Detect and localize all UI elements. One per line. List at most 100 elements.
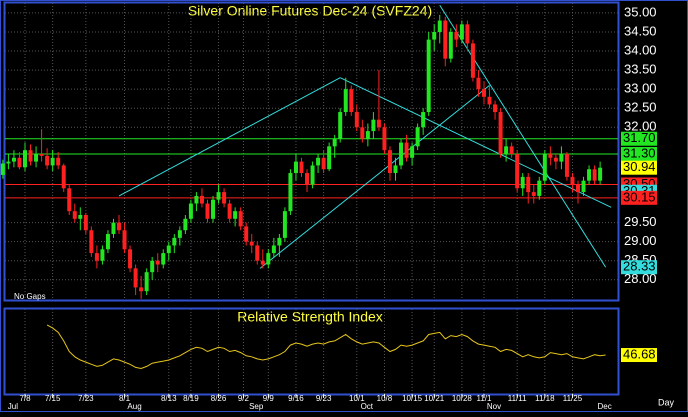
candle-body [34,153,39,162]
candle-body [288,173,293,212]
level-tag [621,190,657,205]
candle-body [531,192,536,196]
candle-body [244,226,249,242]
candle-body [437,20,442,32]
candle-body [100,249,105,261]
candle-body [365,131,370,139]
candle-body [177,230,182,238]
candle-body [553,157,558,162]
x-tick-label: 10/15 [402,394,423,403]
candle-body [222,192,227,204]
month-label: Sep [249,402,264,411]
candle-body [39,153,44,156]
candle-body [504,146,509,154]
candle-body [293,161,298,174]
candle-body [194,195,199,204]
level-label: 31.70 [623,130,656,145]
candle-body [343,89,348,113]
y-tick-label: 29.50 [624,214,657,229]
y-tick-label: 33.50 [624,62,657,77]
x-tick-label: 7/8 [19,394,31,403]
candle-body [305,173,310,185]
candle-body [172,237,177,246]
x-tick-label: 11/1 [476,394,492,403]
candle-body [11,157,16,162]
x-tick-label: 10/8 [377,394,393,403]
candle-body [592,169,597,181]
y-tick-label: 32.00 [624,119,657,134]
candle-body [94,253,99,261]
trendline [259,84,490,269]
candle-body [0,163,5,175]
candle-body [45,155,50,166]
candle-body [387,150,392,174]
candle-body [470,43,475,78]
candle-body [349,89,354,113]
candle-body [476,77,481,90]
x-tick-label: 7/23 [78,394,94,403]
candle-body [576,184,580,193]
month-label: Aug [127,402,141,411]
candle-body [133,268,138,288]
y-tick-label: 35.00 [624,4,657,19]
candle-body [548,153,553,158]
x-axis-label: Day [658,397,675,407]
candle-body [426,39,431,113]
candle-body [598,167,603,181]
candle-body [255,245,260,261]
candle-body [537,180,542,196]
y-tick-label: 32.50 [624,100,657,115]
candle-body [498,112,503,154]
candle-body [316,157,321,166]
candle-body [161,253,166,265]
x-tick-label: 7/15 [45,394,61,403]
trendline [118,77,341,197]
x-tick-label: 10/1 [349,394,365,403]
candle-body [105,234,110,250]
candle-body [564,153,569,177]
x-tick-label: 8/1 [119,394,131,403]
candle-body [321,157,326,170]
candle-body [83,214,88,231]
candle-body [67,188,72,212]
x-tick-label: 8/19 [183,394,199,403]
candle-body [376,119,381,128]
candle-body [493,104,498,113]
candle-body [515,153,520,189]
candle-body [404,142,409,158]
candle-body [282,211,287,238]
candle-body [23,150,27,168]
candle-body [448,31,453,59]
x-tick-label: 9/2 [238,394,250,403]
candle-body [56,157,61,166]
month-label: Nov [487,402,501,411]
candle-body [122,230,127,250]
candle-body [542,153,547,181]
candle-body [581,180,586,193]
x-tick-label: 8/13 [161,394,177,403]
candle-body [587,169,592,181]
candle-body [117,222,122,231]
candle-body [111,222,116,235]
y-tick-label: 34.50 [624,23,657,38]
candle-body [216,192,221,200]
candle-body [266,253,271,265]
candle-body [382,127,387,151]
level-label: 28.33 [623,259,656,274]
candle-body [454,31,459,40]
candle-body [432,31,437,40]
level-tag [621,260,657,275]
candle-body [327,146,332,170]
trendline [339,77,612,208]
candle-body [360,127,365,139]
x-tick-label: 9/16 [288,394,304,403]
rsi-panel [3,307,620,396]
candle-body [144,272,149,292]
rsi-title: Relative Strength Index [237,309,383,325]
x-tick-label: 9/23 [316,394,332,403]
y-tick-label: 33.00 [624,81,657,96]
rsi-value-label: 46.68 [623,346,656,361]
x-tick-label: 10/21 [424,394,445,403]
